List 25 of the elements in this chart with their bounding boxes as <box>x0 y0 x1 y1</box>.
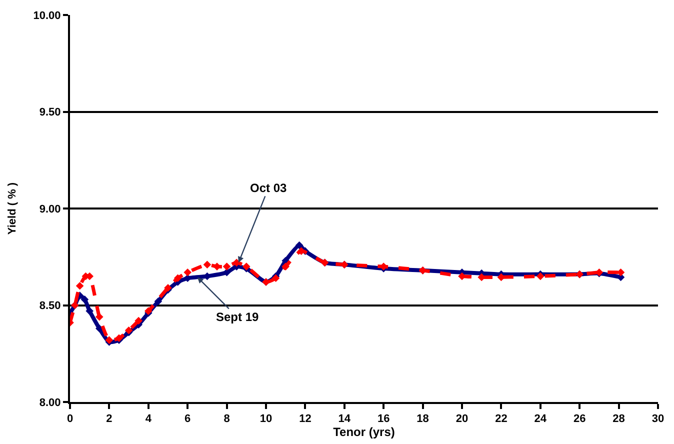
annotation: Oct 03 <box>250 181 288 195</box>
y-tick-label: 8.00 <box>39 396 61 409</box>
y-tick-label: 10.00 <box>33 10 61 22</box>
x-tick-label: 24 <box>534 413 548 426</box>
x-tick-label: 2 <box>106 413 112 426</box>
x-tick-label: 20 <box>456 413 468 426</box>
x-tick-label: 22 <box>495 413 508 426</box>
x-axis-title: Tenor (yrs) <box>333 425 395 440</box>
annotation: Sept 19 <box>216 310 260 324</box>
x-tick-label: 0 <box>66 413 74 426</box>
y-axis-title: Yield ( % ) <box>6 182 18 235</box>
x-tick-label: 10 <box>260 413 272 426</box>
x-tick-label: 12 <box>299 413 312 426</box>
x-tick-label: 18 <box>416 413 429 426</box>
y-tick-label: 9.50 <box>39 106 61 119</box>
x-tick-label: 6 <box>184 413 191 426</box>
x-tick-label: 26 <box>573 413 586 426</box>
x-tick-label: 28 <box>612 413 625 426</box>
x-tick-label: 8 <box>224 413 230 426</box>
y-tick-label: 9.00 <box>39 203 61 216</box>
x-tick-label: 16 <box>377 413 390 426</box>
y-tick-label: 8.50 <box>39 300 61 312</box>
x-tick-label: 30 <box>652 413 664 426</box>
x-tick-label: 4 <box>145 413 152 426</box>
x-tick-label: 14 <box>338 413 352 426</box>
